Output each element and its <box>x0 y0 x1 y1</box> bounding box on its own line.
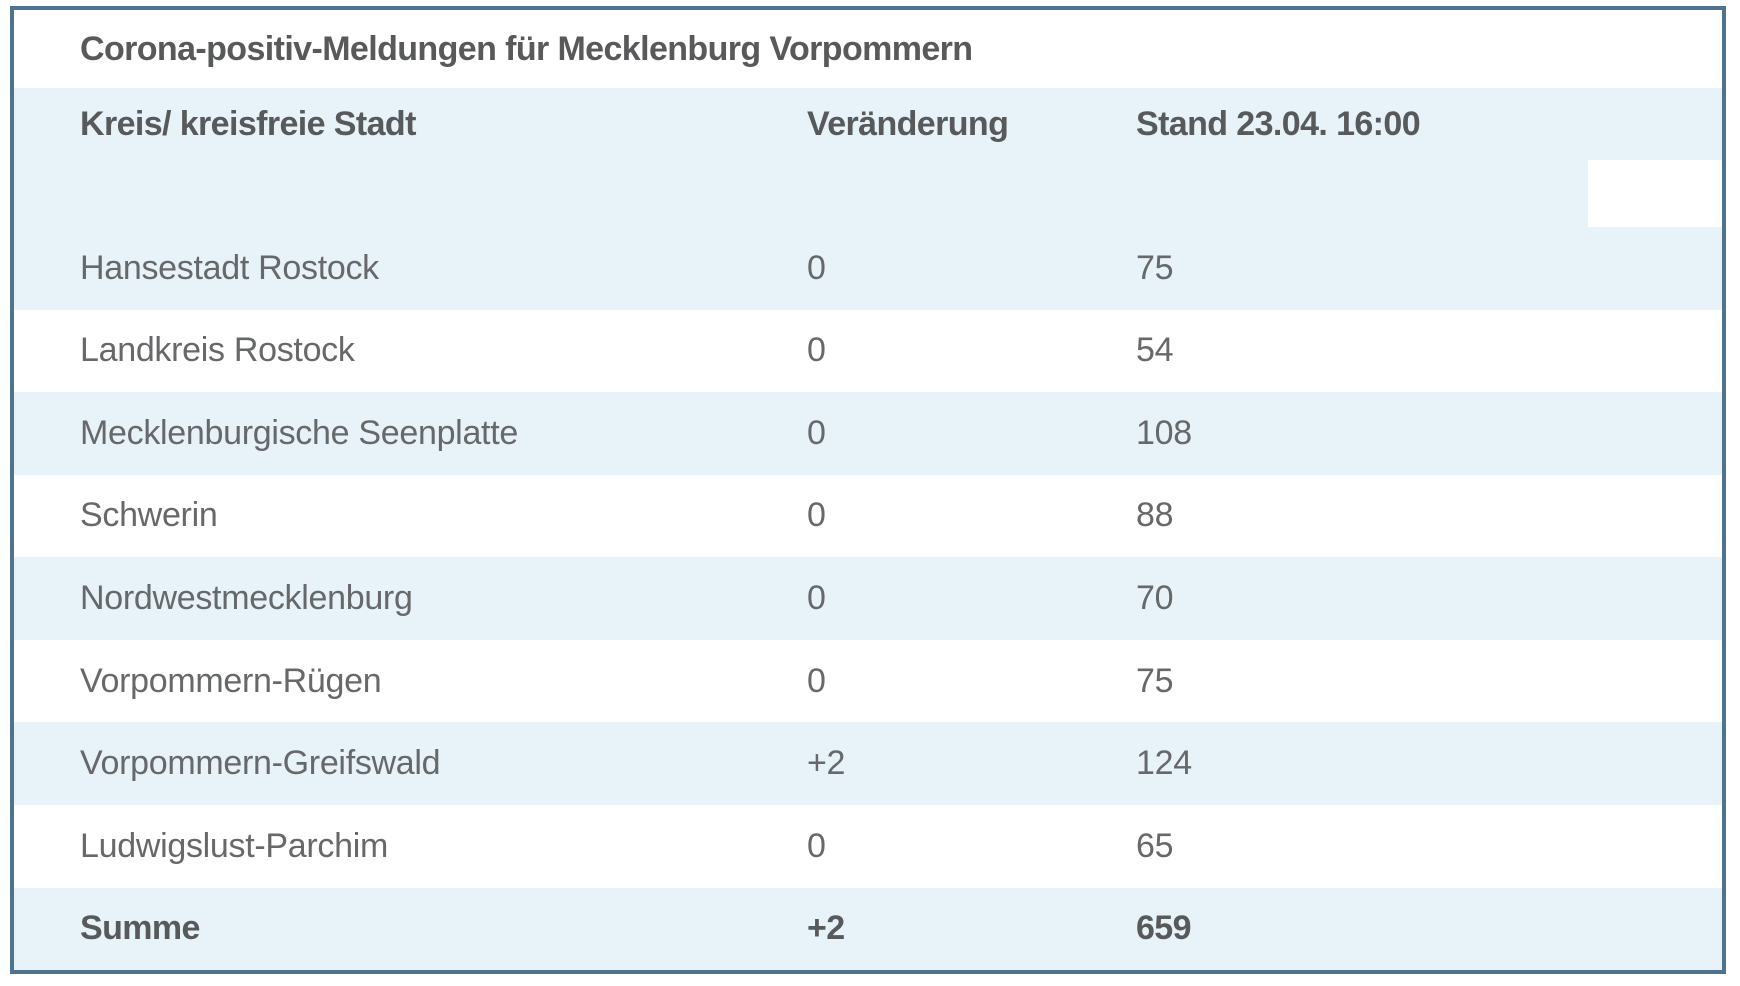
cell-kreis: Vorpommern-Rügen <box>80 661 382 700</box>
column-header-veraenderung: Veränderung <box>807 104 1009 143</box>
table-row: Nordwestmecklenburg 0 70 <box>14 557 1722 640</box>
table-title: Corona-positiv-Meldungen für Mecklenburg… <box>80 29 973 68</box>
table-total-row: Summe +2 659 <box>14 887 1722 971</box>
cell-kreis: Nordwestmecklenburg <box>80 579 413 618</box>
cell-veraenderung: 0 <box>807 661 826 700</box>
blank-white-cell <box>1588 160 1722 227</box>
cell-stand: 54 <box>1136 331 1174 370</box>
corona-table: Corona-positiv-Meldungen für Mecklenburg… <box>10 6 1726 974</box>
header-spacer-row <box>14 160 1722 227</box>
table-row: Schwerin 0 88 <box>14 474 1722 558</box>
cell-veraenderung: +2 <box>807 909 845 948</box>
cell-stand: 65 <box>1136 826 1174 865</box>
cell-stand: 75 <box>1136 248 1174 287</box>
cell-veraenderung: 0 <box>807 248 826 287</box>
cell-kreis: Vorpommern-Greifswald <box>80 744 441 783</box>
cell-veraenderung: 0 <box>807 413 826 452</box>
cell-veraenderung: +2 <box>807 744 846 783</box>
cell-veraenderung: 0 <box>807 579 826 618</box>
cell-stand: 108 <box>1136 413 1192 452</box>
cell-stand: 659 <box>1136 909 1192 948</box>
cell-kreis: Mecklenburgische Seenplatte <box>80 413 518 452</box>
table-body: Hansestadt Rostock 0 75 Landkreis Rostoc… <box>14 227 1722 971</box>
cell-veraenderung: 0 <box>807 496 826 535</box>
cell-kreis: Hansestadt Rostock <box>80 248 379 287</box>
cell-stand: 70 <box>1136 579 1174 618</box>
cell-stand: 88 <box>1136 496 1174 535</box>
table-row: Vorpommern-Rügen 0 75 <box>14 639 1722 723</box>
cell-stand: 75 <box>1136 661 1174 700</box>
cell-veraenderung: 0 <box>807 331 826 370</box>
table-row: Mecklenburgische Seenplatte 0 108 <box>14 392 1722 475</box>
cell-kreis: Schwerin <box>80 496 218 535</box>
cell-kreis: Ludwigslust-Parchim <box>80 826 388 865</box>
cell-kreis: Summe <box>80 909 200 948</box>
cell-kreis: Landkreis Rostock <box>80 331 355 370</box>
column-header-stand: Stand 23.04. 16:00 <box>1136 104 1421 143</box>
column-header-kreis: Kreis/ kreisfreie Stadt <box>80 104 416 143</box>
table-header-row: Kreis/ kreisfreie Stadt Veränderung Stan… <box>14 88 1722 160</box>
table-row: Vorpommern-Greifswald +2 124 <box>14 722 1722 805</box>
cell-stand: 124 <box>1136 744 1192 783</box>
table-title-row: Corona-positiv-Meldungen für Mecklenburg… <box>14 10 1722 88</box>
table-row: Ludwigslust-Parchim 0 65 <box>14 804 1722 888</box>
table-row: Hansestadt Rostock 0 75 <box>14 227 1722 310</box>
cell-veraenderung: 0 <box>807 826 826 865</box>
table-row: Landkreis Rostock 0 54 <box>14 309 1722 393</box>
